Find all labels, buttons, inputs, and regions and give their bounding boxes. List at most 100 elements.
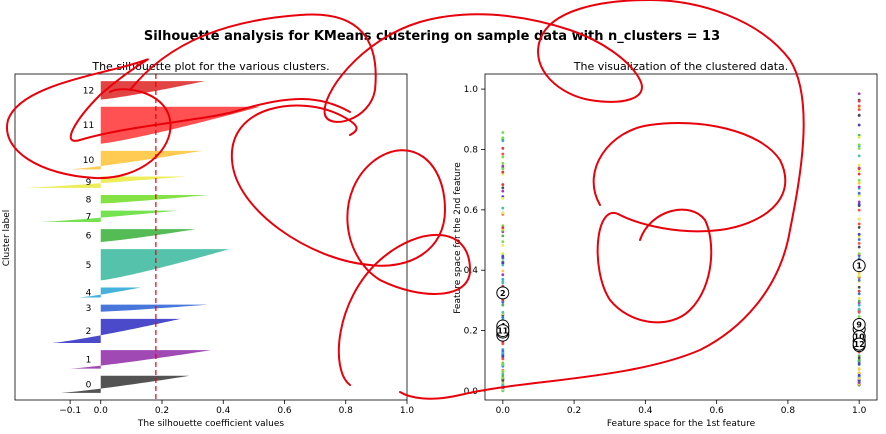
data-point	[857, 191, 861, 195]
data-point	[857, 208, 861, 212]
data-point	[501, 281, 505, 285]
scatter-y-tick-label: 1.0	[464, 85, 479, 95]
scatter-plot-frame	[484, 73, 878, 401]
data-point	[501, 357, 505, 361]
data-point	[501, 139, 505, 143]
data-point	[857, 202, 861, 206]
silhouette-plot-title: The silhouette plot for the various clus…	[91, 60, 329, 73]
data-point	[857, 303, 861, 307]
data-point	[501, 254, 505, 258]
data-point	[857, 200, 861, 204]
scatter-x-tick-label: 0.4	[638, 406, 653, 416]
cluster-label-10: 10	[83, 156, 95, 166]
scatter-points	[501, 92, 861, 393]
data-point	[857, 235, 861, 238]
data-point	[501, 261, 505, 265]
cluster-scatter-plot: The visualization of the clustered data.…	[453, 60, 878, 429]
scatter-y-tick-label: 0.8	[464, 145, 479, 155]
scatter-x-tick-label: 0.8	[781, 406, 796, 416]
scatter-y-tick-label: 0.2	[464, 327, 478, 337]
data-point	[501, 374, 505, 378]
data-point	[501, 183, 505, 186]
silhouette-x-tick-label: 0.2	[155, 406, 169, 416]
data-point	[501, 172, 505, 176]
figure-suptitle: Silhouette analysis for KMeans clusterin…	[144, 29, 720, 44]
silhouette-x-tick-label: −0.1	[59, 406, 81, 416]
silhouette-x-tick-label: 0.0	[94, 406, 109, 416]
scatter-x-tick-label: 1.0	[852, 406, 867, 416]
data-point	[857, 167, 861, 171]
silhouette-x-tick-label: 0.6	[277, 406, 292, 416]
silhouette-x-tick-label: 0.8	[339, 406, 354, 416]
data-point	[501, 351, 505, 355]
data-point	[501, 251, 505, 255]
scatter-x-tick-label: 0.0	[496, 406, 511, 416]
data-point	[857, 278, 861, 282]
data-point	[857, 113, 861, 117]
data-point	[501, 164, 505, 168]
data-point	[501, 378, 505, 382]
scatter-x-tick-label: 0.6	[709, 406, 724, 416]
cluster-center-label-12: 12	[854, 340, 865, 349]
data-point	[857, 135, 861, 139]
data-point	[501, 243, 505, 247]
data-point	[501, 152, 505, 156]
silhouette-x-tick-label: 0.4	[216, 406, 231, 416]
data-point	[501, 146, 505, 150]
cluster-center-2	[496, 286, 510, 300]
silhouette-x-ticks: −0.1 0.0 0.2 0.4 0.6 0.8 1.0	[59, 400, 414, 416]
silhouette-cluster-8	[100, 195, 208, 204]
data-point	[501, 273, 505, 277]
scatter-x-ticks: 0.0 0.2 0.4 0.6 0.8 1.0	[496, 400, 867, 416]
data-point	[501, 354, 505, 358]
data-point	[857, 104, 861, 108]
data-point	[857, 292, 861, 296]
silhouette-y-axis-label: Cluster label	[2, 210, 12, 267]
cluster-label-11: 11	[83, 121, 94, 131]
data-point	[501, 362, 505, 366]
data-point	[501, 315, 505, 319]
data-point	[857, 297, 861, 300]
silhouette-cluster-12	[100, 81, 205, 100]
cluster-label-12: 12	[83, 86, 94, 96]
data-point	[857, 143, 861, 147]
data-point	[857, 99, 861, 103]
data-point	[501, 234, 505, 238]
cluster-label-5: 5	[86, 261, 92, 271]
silhouette-cluster-5	[100, 249, 230, 281]
cluster-label-3: 3	[86, 304, 92, 314]
silhouette-cluster-6	[100, 229, 196, 242]
data-point	[857, 271, 861, 275]
data-point	[857, 123, 861, 127]
data-point	[501, 161, 505, 165]
data-point	[501, 300, 505, 304]
cluster-label-1: 1	[86, 355, 92, 365]
data-point	[857, 252, 861, 255]
data-point	[857, 299, 861, 303]
data-point	[857, 377, 861, 380]
data-point	[501, 196, 505, 200]
data-point	[501, 383, 505, 387]
data-point	[501, 189, 505, 193]
cluster-label-8: 8	[86, 195, 92, 205]
silhouette-cluster-3	[100, 304, 208, 312]
cluster-center-label-2: 2	[500, 289, 506, 298]
data-point	[857, 241, 861, 245]
silhouette-cluster-0	[60, 375, 190, 393]
data-point	[857, 147, 861, 150]
data-point	[501, 155, 505, 159]
data-point	[857, 181, 861, 185]
silhouette-cluster-2	[51, 318, 181, 344]
data-point	[857, 274, 861, 277]
data-point	[501, 372, 505, 376]
data-point	[857, 108, 861, 112]
data-point	[857, 285, 861, 289]
data-point	[501, 211, 505, 215]
data-point	[501, 310, 505, 314]
cluster-label-7: 7	[86, 212, 92, 222]
data-point	[857, 222, 861, 226]
cluster-center-label-1: 1	[856, 262, 862, 271]
silhouette-plot: The silhouette plot for the various clus…	[2, 60, 414, 429]
